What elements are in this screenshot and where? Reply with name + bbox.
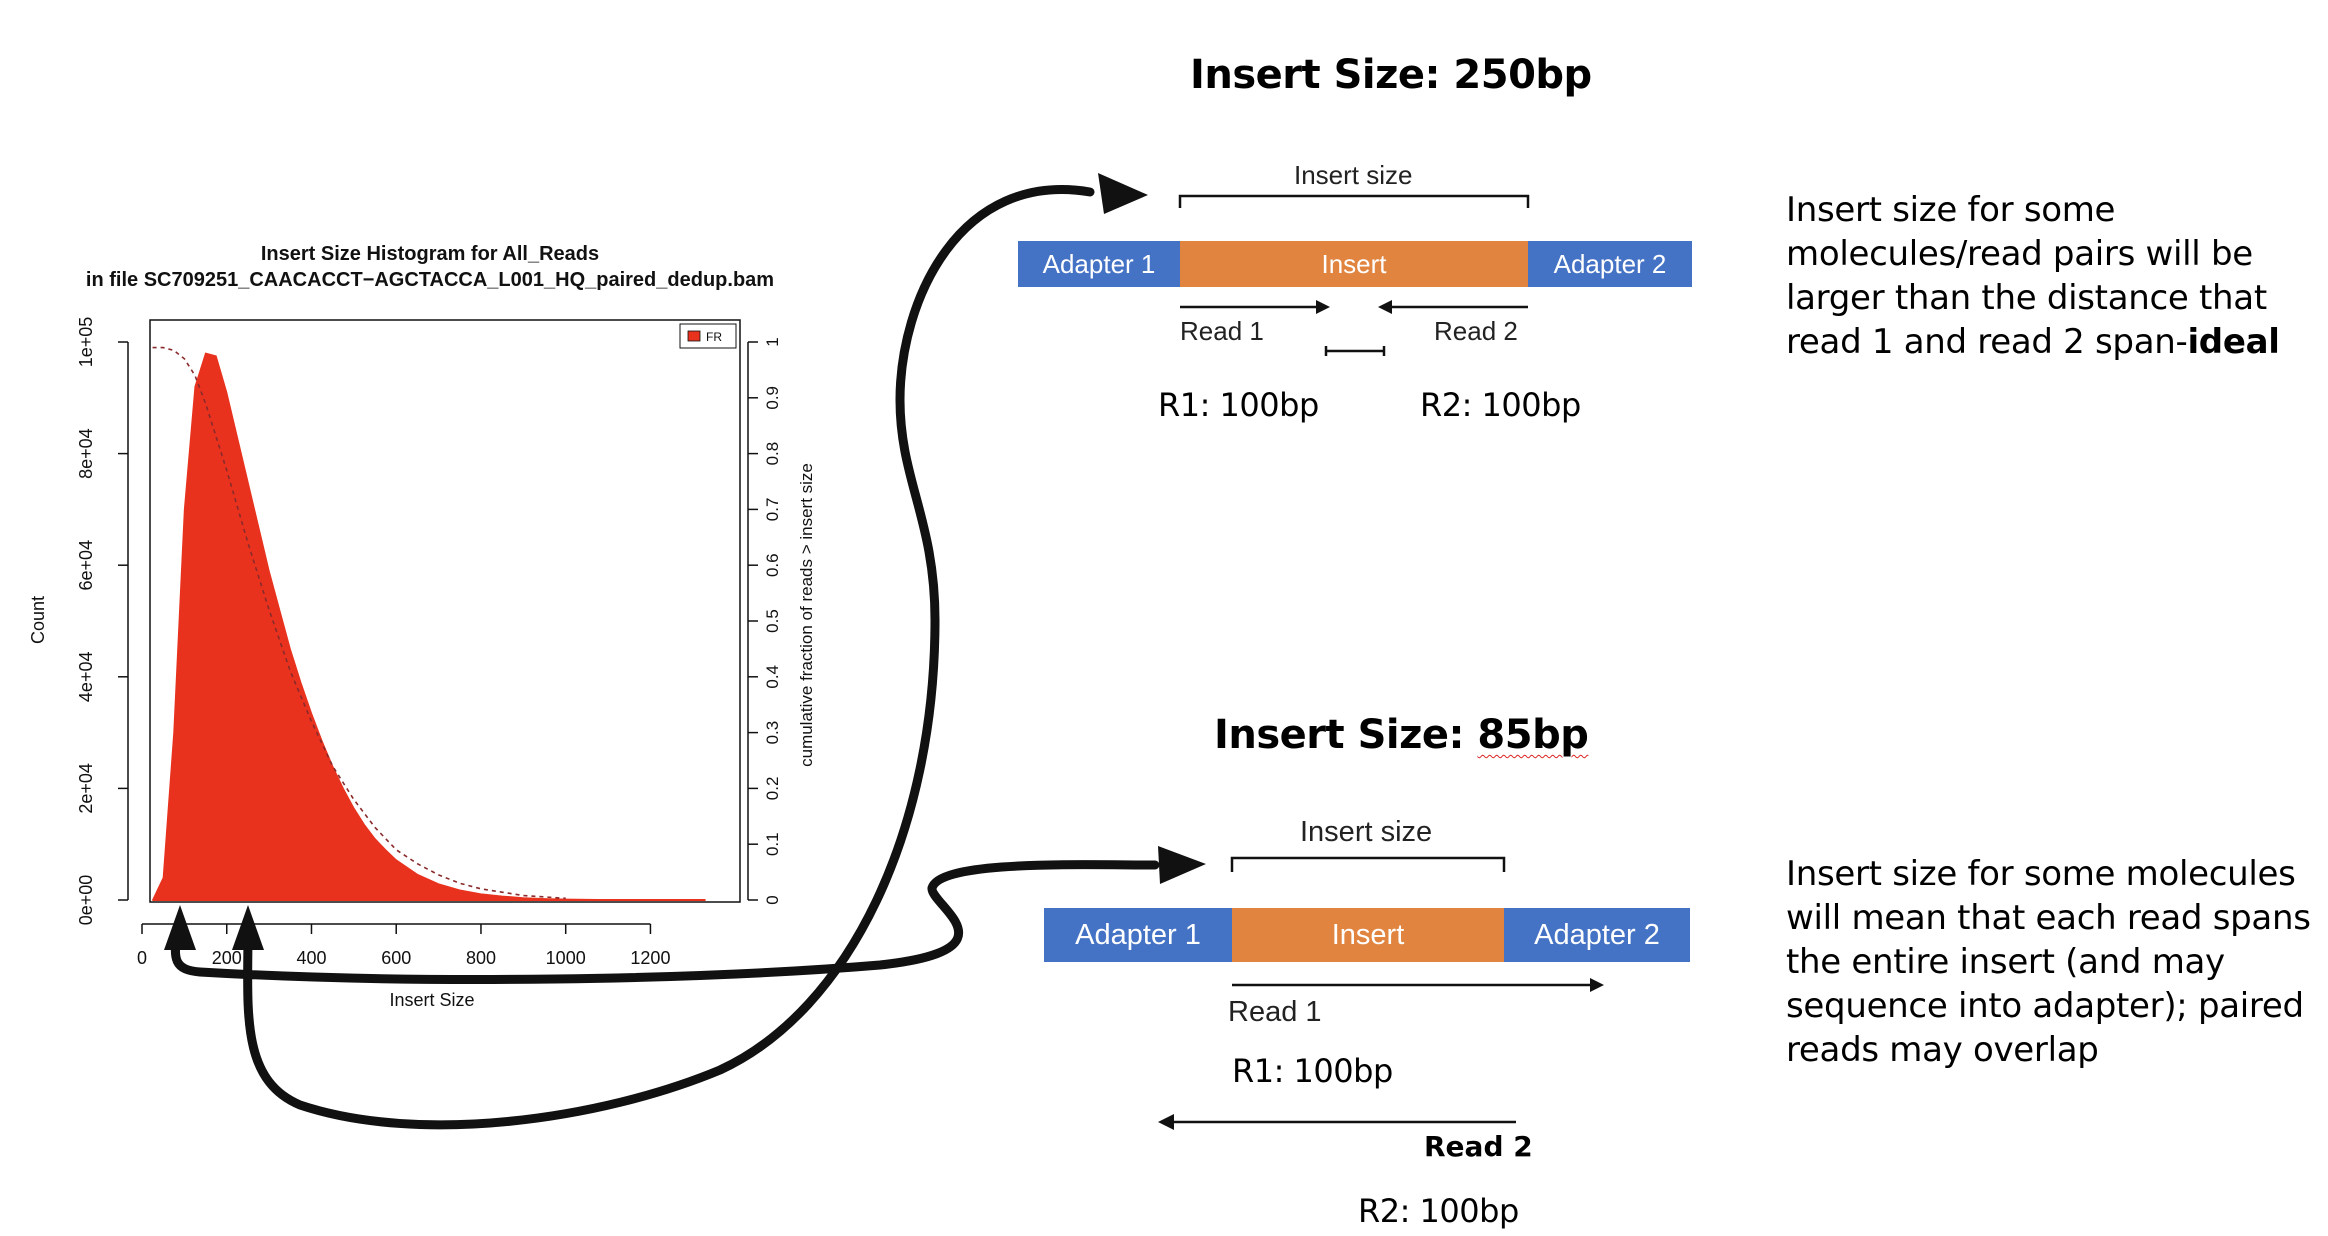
legend-label-fr: FR bbox=[706, 330, 722, 344]
x-tick-label: 1200 bbox=[630, 948, 670, 968]
x-tick-label: 800 bbox=[466, 948, 496, 968]
chart-subtitle: in file SC709251_CAACACCT−AGCTACCA_L001_… bbox=[86, 269, 774, 291]
y2-tick-label: 0.5 bbox=[763, 609, 782, 633]
y2-tick-label: 0.1 bbox=[763, 832, 782, 856]
x-axis-label: Insert Size bbox=[389, 990, 474, 1010]
top-r2-length: R2: 100bp bbox=[1420, 386, 1581, 424]
connector-top-arrowhead bbox=[1098, 173, 1148, 214]
bottom-title-value: 85bp bbox=[1477, 712, 1589, 758]
y2-axis-label: cumulative fraction of reads > insert si… bbox=[797, 463, 816, 767]
bottom-adapter-2: Adapter 2 bbox=[1504, 908, 1690, 962]
bottom-read1-label: Read 1 bbox=[1228, 996, 1322, 1028]
legend-swatch-fr bbox=[687, 330, 701, 342]
top-gap-indicator bbox=[1324, 346, 1386, 356]
y-tick-label: 2e+04 bbox=[76, 763, 96, 814]
y-tick-label: 0e+00 bbox=[76, 875, 96, 926]
x-tick-label: 200 bbox=[212, 948, 242, 968]
bottom-diagram-title: Insert Size: 85bp bbox=[1214, 712, 1589, 758]
y2-tick-label: 0 bbox=[763, 895, 782, 904]
top-insert: Insert bbox=[1180, 241, 1528, 287]
bottom-r2-length: R2: 100bp bbox=[1358, 1192, 1519, 1230]
y-tick-label: 4e+04 bbox=[76, 652, 96, 703]
histogram-fr-series bbox=[151, 352, 706, 901]
top-bracket-label: Insert size bbox=[1294, 160, 1413, 190]
top-read2-label: Read 2 bbox=[1434, 316, 1518, 346]
top-r1-length: R1: 100bp bbox=[1158, 386, 1319, 424]
bottom-read2-label: Read 2 bbox=[1424, 1130, 1533, 1163]
top-description: Insert size for some molecules/read pair… bbox=[1786, 188, 2306, 364]
x-tick-label: 1000 bbox=[546, 948, 586, 968]
x-tick-label: 0 bbox=[137, 948, 147, 968]
top-adapter-2: Adapter 2 bbox=[1528, 241, 1692, 287]
top-read1-label: Read 1 bbox=[1180, 316, 1264, 346]
bottom-title-prefix: Insert Size: bbox=[1214, 712, 1478, 758]
y-tick-label: 6e+04 bbox=[76, 540, 96, 591]
top-diagram-title: Insert Size: 250bp bbox=[1190, 52, 1592, 98]
x-tick-label: 600 bbox=[381, 948, 411, 968]
bottom-bracket-label: Insert size bbox=[1300, 816, 1433, 848]
top-insert-bracket bbox=[1178, 194, 1530, 208]
y2-tick-label: 0.8 bbox=[763, 442, 782, 466]
top-read1-arrowhead bbox=[1316, 300, 1330, 314]
y-tick-label: 8e+04 bbox=[76, 428, 96, 479]
bottom-read2-arrowhead bbox=[1158, 1114, 1174, 1130]
bottom-insert-bracket bbox=[1230, 856, 1506, 872]
y2-tick-label: 0.9 bbox=[763, 386, 782, 410]
bottom-r1-length: R1: 100bp bbox=[1232, 1052, 1393, 1090]
top-description-text: Insert size for some molecules/read pair… bbox=[1786, 190, 2267, 362]
bottom-insert: Insert bbox=[1232, 908, 1504, 962]
x-tick-label: 400 bbox=[296, 948, 326, 968]
y2-tick-label: 0.7 bbox=[763, 498, 782, 522]
y-axis-label: Count bbox=[28, 596, 48, 644]
top-read2-arrowhead bbox=[1378, 300, 1392, 314]
insert-size-histogram: 0 200 400 600 800 1000 1200 0e+00 2e+04 4e+04 6e+0… bbox=[28, 243, 816, 1010]
bottom-description: Insert size for some molecules will mean… bbox=[1786, 854, 2311, 1070]
bottom-read1-arrowhead bbox=[1590, 978, 1604, 992]
y2-tick-label: 0.6 bbox=[763, 553, 782, 577]
y2-tick-label: 0.3 bbox=[763, 721, 782, 745]
connector-bottom-arrowhead bbox=[1158, 846, 1206, 884]
top-description-emphasis: ideal bbox=[2187, 322, 2280, 362]
bottom-adapter-1: Adapter 1 bbox=[1044, 908, 1232, 962]
top-adapter-1: Adapter 1 bbox=[1018, 241, 1180, 287]
chart-title: Insert Size Histogram for All_Reads bbox=[261, 243, 599, 265]
y2-tick-label: 1 bbox=[763, 337, 782, 346]
y2-tick-label: 0.4 bbox=[763, 665, 782, 689]
y-tick-label: 1e+05 bbox=[76, 317, 96, 368]
y2-tick-label: 0.2 bbox=[763, 777, 782, 801]
